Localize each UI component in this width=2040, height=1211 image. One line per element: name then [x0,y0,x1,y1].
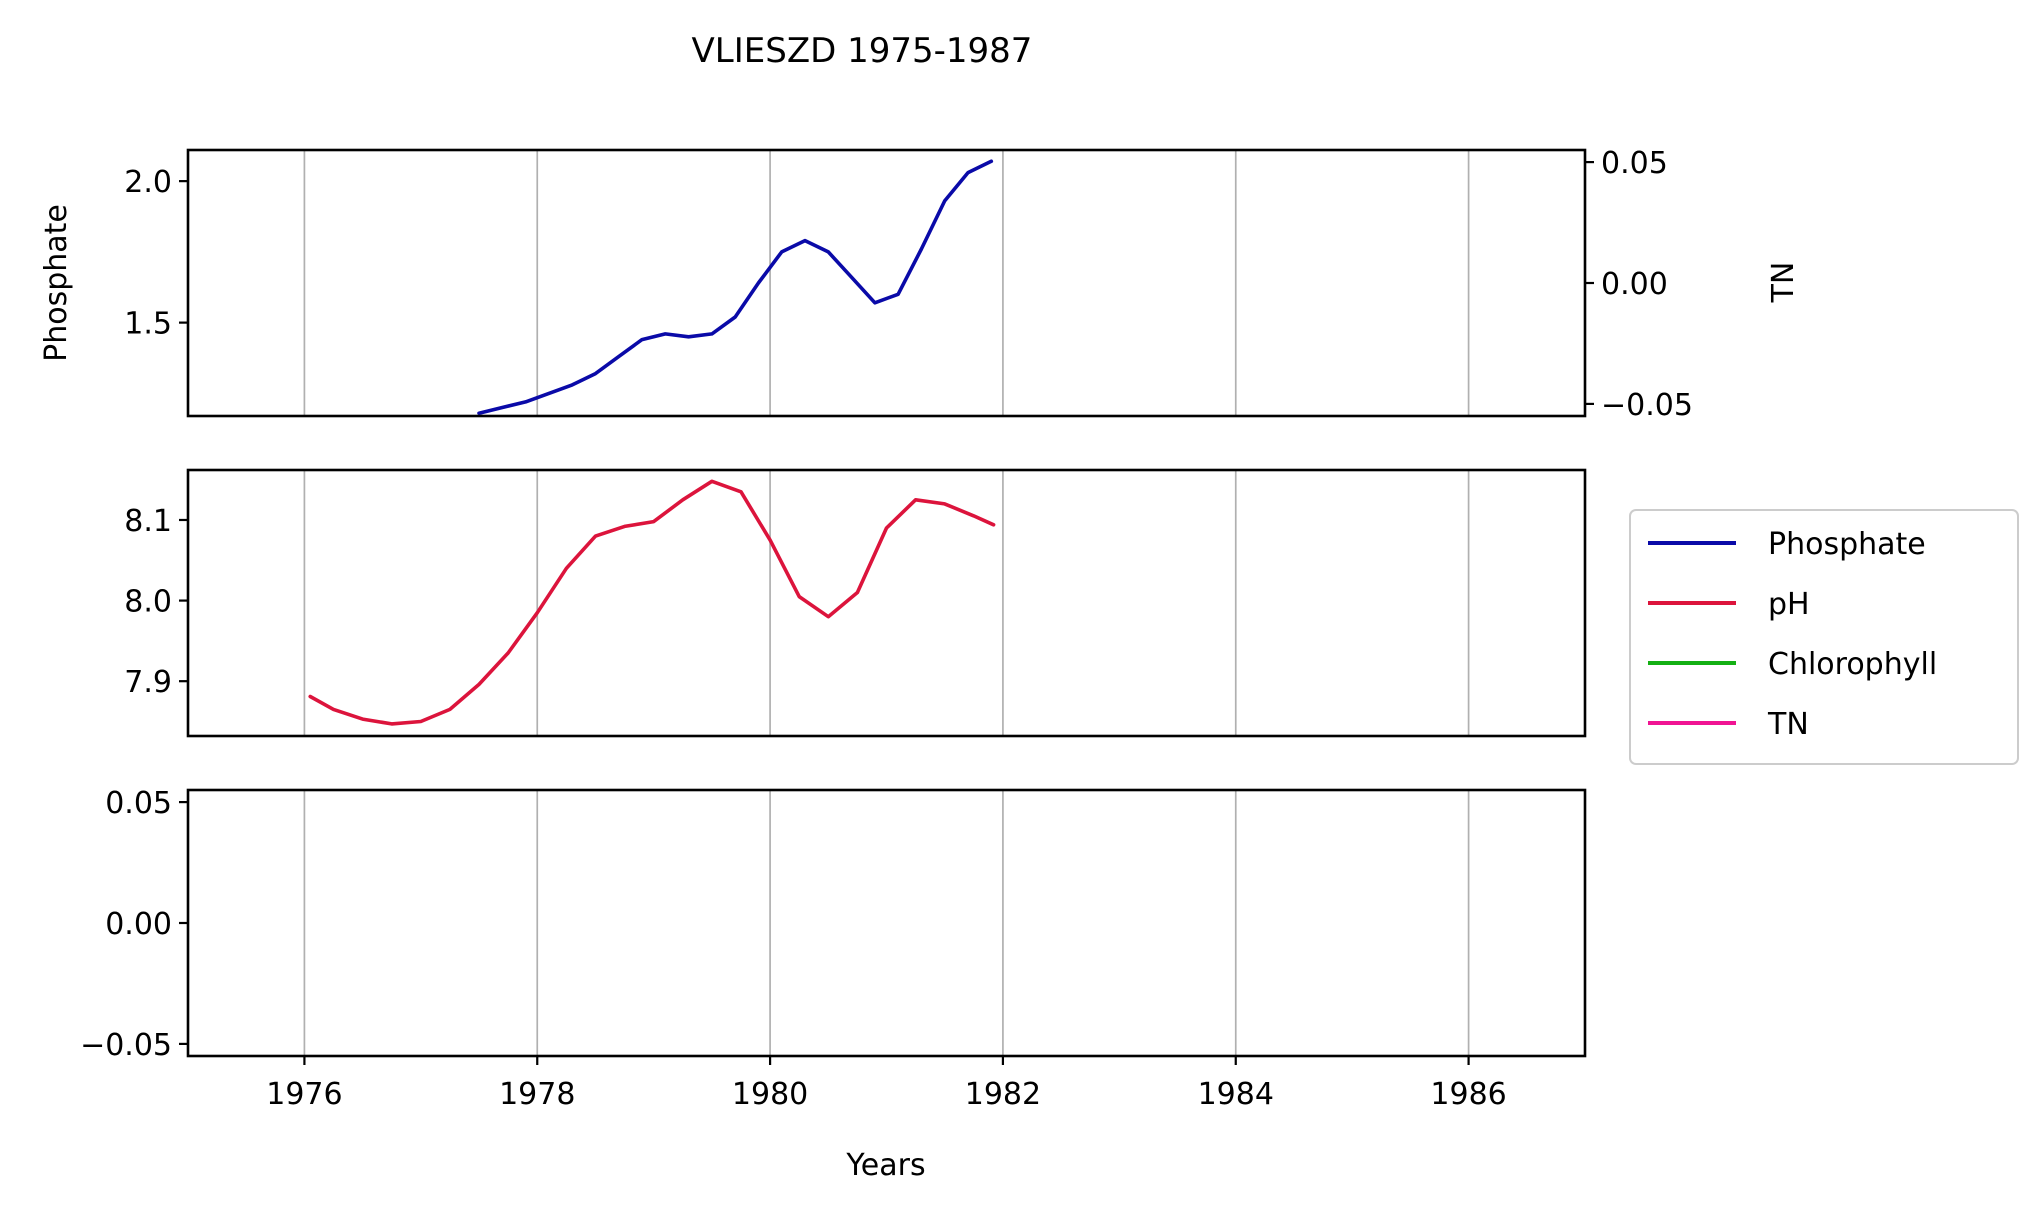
secondary-y-axis-label: TN [1766,262,1801,304]
legend-frame [1629,509,2019,765]
legend-label: Phosphate [1768,527,1926,562]
y-tick-label: −0.05 [80,1028,172,1063]
legend-item: Phosphate [1648,527,1926,562]
secondary-y-tick-label: 0.00 [1601,267,1668,302]
x-tick-label: 1976 [266,1077,342,1112]
panel-frame [186,468,1587,738]
panel-frame [186,788,1587,1058]
legend-label: Chlorophyll [1768,647,1937,682]
legend-item: Chlorophyll [1648,647,1937,682]
legend-label: pH [1768,587,1810,622]
y-tick-label: 8.0 [124,585,172,620]
legend-item: pH [1648,587,1810,622]
y-tick-label: 1.5 [124,307,172,342]
y-tick-label: 0.00 [105,907,172,942]
x-tick-label: 1982 [965,1077,1041,1112]
y-axis-label: Phosphate [39,204,74,362]
x-tick-label: 1986 [1430,1077,1506,1112]
y-tick-label: 7.9 [124,665,172,700]
y-tick-label: 2.0 [124,165,172,200]
secondary-y-tick-label: −0.05 [1601,388,1693,423]
panel-2: 7.9 8.0 8.1 [124,468,1587,738]
x-tick-label: 1984 [1198,1077,1274,1112]
legend-item: TN [1648,707,1809,742]
x-tick-label: 1980 [732,1077,808,1112]
legend-label: TN [1767,707,1809,742]
secondary-y-tick-label: 0.05 [1601,146,1668,181]
panel-3: −0.05 0.00 0.05 1976 1978 1980 1982 1984 1986 [80,786,1587,1112]
chart-title: VLIESZD 1975-1987 [692,31,1033,71]
series-line-phosphate [477,159,994,415]
y-tick-label: 8.1 [124,504,172,539]
x-axis-label: Years [845,1148,925,1183]
panels-layer: 1.5 2.0 Phosphate −0.05 0.00 0.05 TN 7.9 8.0 8.1 −… [39,146,1801,1112]
legend: Phosphate pH Chlorophyll TN [1629,509,2019,765]
series-line-ph [308,479,996,726]
panel-1: 1.5 2.0 Phosphate −0.05 0.00 0.05 TN [39,146,1801,423]
panel-frame [186,148,1587,418]
y-tick-label: 0.05 [105,786,172,821]
x-tick-label: 1978 [499,1077,575,1112]
